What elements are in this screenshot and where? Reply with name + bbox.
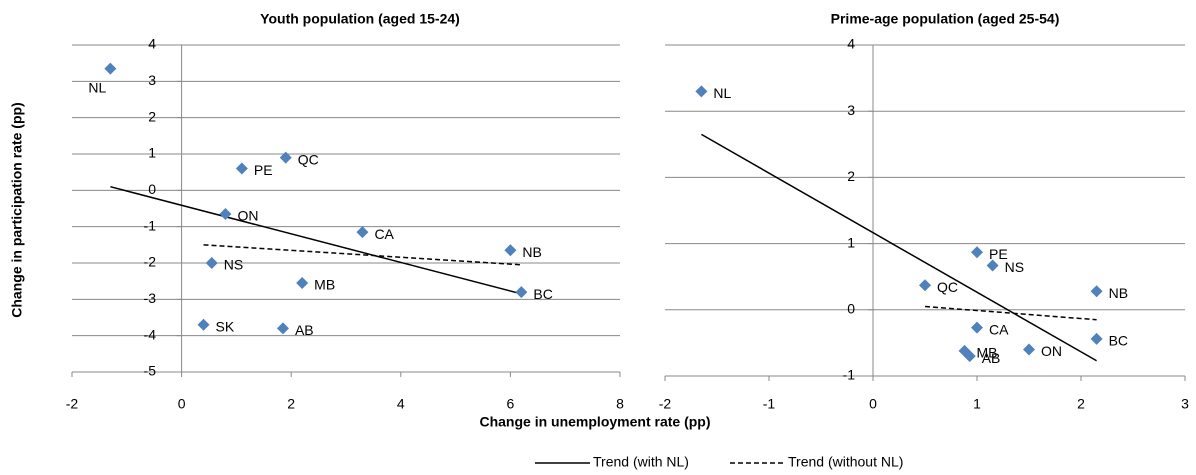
x-tick-label: 2 [1077, 396, 1085, 412]
chart-title: Youth population (aged 15-24) [260, 11, 460, 27]
trend-line [924, 305, 1097, 321]
point-label: ON [237, 208, 258, 224]
point-label: BC [533, 286, 552, 302]
point-label: QC [937, 279, 958, 295]
x-tick-label: 4 [397, 396, 405, 412]
x-tick-label: 3 [1181, 396, 1189, 412]
point-label: ON [1041, 343, 1062, 359]
point-label: NB [522, 244, 541, 260]
x-axis-label: Change in unemployment rate (pp) [479, 414, 710, 430]
data-point [296, 276, 309, 289]
y-tick-label: 3 [148, 72, 156, 88]
legend-label: Trend (without NL) [788, 454, 903, 470]
point-label: AB [295, 322, 314, 338]
point-label: AB [982, 350, 1001, 366]
point-label: NS [1005, 259, 1024, 275]
point-label: NS [224, 257, 243, 273]
y-tick-label: 0 [847, 301, 855, 317]
data-point [1090, 332, 1103, 345]
x-tick-label: 1 [973, 396, 981, 412]
point-label: SK [216, 318, 235, 334]
point-label: QC [298, 151, 319, 167]
y-tick-label: -2 [144, 254, 157, 270]
point-label: MB [314, 277, 335, 293]
y-tick-label: 3 [847, 102, 855, 118]
data-point [986, 259, 999, 272]
point-label: CA [374, 226, 394, 242]
y-tick-label: -1 [144, 217, 157, 233]
data-point [279, 151, 292, 164]
y-tick-label: -5 [144, 363, 157, 379]
x-tick-label: 8 [616, 396, 624, 412]
x-tick-label: 6 [507, 396, 515, 412]
point-label: CA [989, 321, 1009, 337]
data-point [219, 207, 232, 220]
point-label: PE [254, 162, 273, 178]
data-point [197, 318, 210, 331]
point-label: BC [1109, 333, 1128, 349]
trend-line [203, 244, 522, 266]
trend-line [701, 133, 1097, 362]
x-tick-label: -2 [659, 396, 672, 412]
y-tick-label: -4 [144, 326, 157, 342]
point-label: NL [713, 85, 731, 101]
x-tick-label: -2 [66, 396, 79, 412]
x-tick-label: 0 [869, 396, 877, 412]
y-tick-label: -1 [843, 367, 856, 383]
x-tick-label: -1 [763, 396, 776, 412]
y-tick-label: 4 [148, 36, 156, 52]
y-tick-label: 2 [847, 168, 855, 184]
data-point [104, 62, 117, 75]
data-point [1090, 285, 1103, 298]
y-tick-label: 0 [148, 181, 156, 197]
chart-title: Prime-age population (aged 25-54) [831, 11, 1060, 27]
x-tick-label: 0 [178, 396, 186, 412]
data-point [971, 321, 983, 334]
data-point [963, 350, 976, 363]
y-tick-label: 1 [847, 234, 855, 250]
data-point [1023, 343, 1035, 356]
point-label: NL [88, 79, 106, 95]
y-tick-label: 4 [847, 36, 855, 52]
data-point [971, 246, 983, 259]
data-point [276, 322, 289, 335]
data-point [235, 162, 248, 175]
data-point [205, 257, 218, 269]
y-tick-label: -3 [144, 290, 157, 306]
point-label: PE [989, 246, 1008, 262]
y-axis-label: Change in participation rate (pp) [9, 102, 25, 317]
x-tick-label: 2 [287, 396, 295, 412]
point-label: NB [1109, 285, 1128, 301]
point-label: MB [977, 345, 998, 361]
y-tick-label: 1 [148, 145, 156, 161]
trend-line [110, 185, 522, 295]
data-point [504, 244, 517, 257]
data-point [515, 286, 528, 299]
data-point [695, 85, 708, 98]
data-point [356, 226, 369, 239]
legend-label: Trend (with NL) [593, 454, 689, 470]
data-point [919, 279, 931, 292]
y-tick-label: 2 [148, 108, 156, 124]
